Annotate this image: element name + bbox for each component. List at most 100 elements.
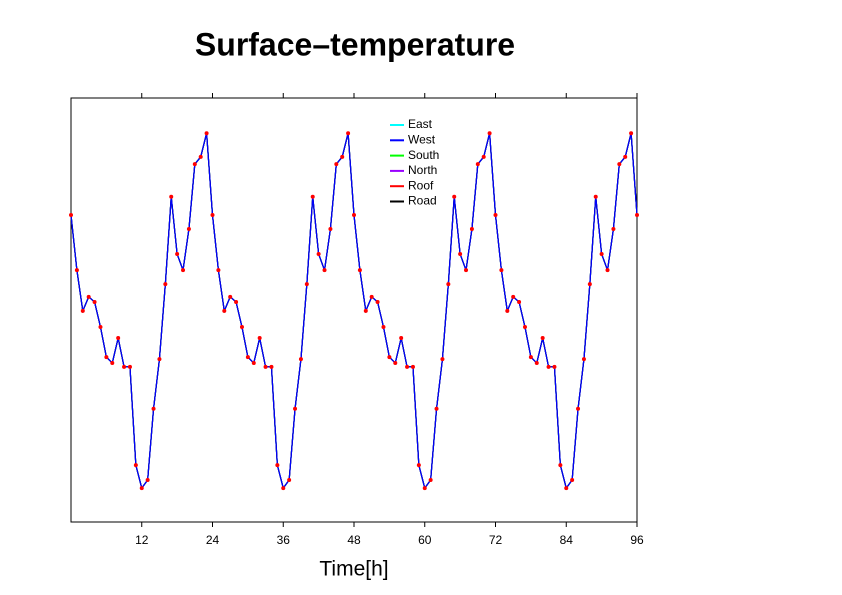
data-point: [92, 299, 97, 304]
data-point: [69, 213, 73, 218]
data-point: [475, 162, 480, 167]
data-line: [70, 133, 638, 490]
data-point: [293, 406, 298, 411]
data-point: [352, 213, 356, 218]
data-line: [70, 133, 638, 490]
data-point: [387, 355, 392, 360]
legend-label: West: [408, 132, 436, 146]
data-point: [316, 252, 321, 257]
data-point: [275, 463, 280, 468]
data-point: [635, 213, 639, 218]
x-tick-label: 24: [206, 533, 220, 547]
data-point: [298, 357, 303, 362]
data-point: [340, 154, 345, 159]
data-point: [175, 252, 180, 257]
data-point: [357, 268, 362, 273]
data-point: [104, 355, 109, 360]
data-point: [422, 486, 427, 491]
data-point: [198, 154, 203, 159]
data-point: [86, 294, 91, 299]
plot-frame: [70, 97, 638, 523]
data-point: [546, 364, 551, 369]
data-point: [245, 355, 250, 360]
data-point: [593, 194, 598, 199]
data-point: [570, 478, 575, 483]
data-point: [540, 335, 545, 340]
data-point: [410, 364, 415, 369]
data-point: [446, 282, 451, 287]
data-point: [375, 299, 380, 304]
data-point: [257, 335, 262, 340]
data-point: [192, 162, 197, 167]
x-tick-label: 12: [135, 533, 149, 547]
data-line: [70, 133, 638, 490]
data-point: [493, 213, 498, 218]
data-point: [576, 406, 581, 411]
data-point: [169, 194, 174, 199]
data-point: [528, 355, 533, 360]
data-point: [157, 357, 162, 362]
data-point: [428, 478, 433, 483]
data-point: [116, 335, 121, 340]
data-point: [534, 361, 539, 365]
data-point: [464, 268, 469, 273]
x-tick-label: 48: [347, 533, 361, 547]
data-point: [80, 308, 85, 313]
data-point: [334, 162, 339, 167]
data-point: [629, 131, 634, 136]
chart-title: Surface–temperature: [195, 26, 515, 62]
x-tick-label: 72: [489, 533, 503, 547]
data-point: [139, 486, 144, 491]
data-point: [163, 282, 168, 287]
data-point: [204, 131, 209, 136]
data-point: [481, 154, 486, 159]
data-point: [434, 406, 439, 411]
data-point: [186, 227, 191, 232]
data-point: [304, 282, 309, 287]
data-point: [133, 463, 138, 468]
data-point: [511, 294, 516, 299]
x-tick-label: 96: [630, 533, 644, 547]
data-point: [216, 268, 221, 273]
data-point: [369, 294, 374, 299]
legend-label: Roof: [408, 178, 434, 192]
data-point: [522, 324, 527, 329]
data-point: [452, 194, 457, 199]
data-point: [74, 268, 79, 273]
data-point: [605, 268, 610, 273]
legend-label: Road: [408, 194, 437, 208]
data-point: [469, 227, 474, 232]
data-point: [281, 486, 286, 491]
data-point: [127, 364, 132, 369]
data-point: [346, 131, 351, 136]
data-point: [587, 282, 592, 287]
data-point: [110, 361, 115, 365]
data-point: [381, 324, 386, 329]
data-point: [328, 227, 333, 232]
legend-label: East: [408, 117, 433, 131]
data-point: [239, 324, 244, 329]
data-point: [440, 357, 445, 362]
data-point: [611, 227, 616, 232]
data-point: [228, 294, 233, 299]
legend-label: North: [408, 163, 437, 177]
data-point: [310, 194, 315, 199]
data-point: [552, 364, 557, 369]
data-point: [210, 213, 215, 218]
data-point: [581, 357, 586, 362]
data-point: [599, 252, 604, 257]
data-point: [287, 478, 292, 483]
data-point: [558, 463, 563, 468]
data-point: [98, 324, 103, 329]
data-point: [269, 364, 274, 369]
data-point: [416, 463, 421, 468]
data-point: [393, 361, 398, 365]
data-point: [151, 406, 156, 411]
data-point: [487, 131, 492, 136]
data-point: [399, 335, 404, 340]
data-line: [70, 133, 638, 490]
data-point: [405, 364, 410, 369]
data-point: [458, 252, 463, 257]
data-point: [617, 162, 622, 167]
